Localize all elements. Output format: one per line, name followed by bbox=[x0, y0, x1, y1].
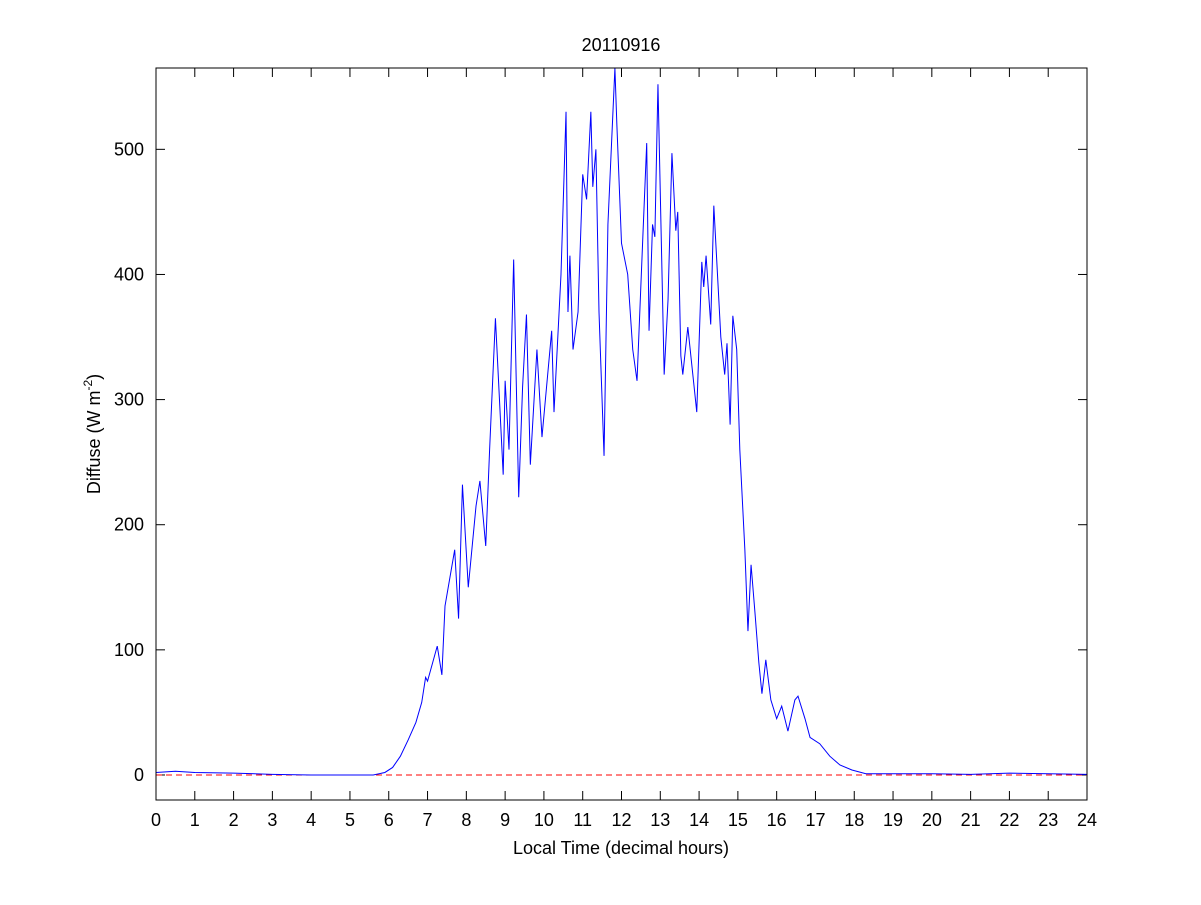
x-tick-label: 8 bbox=[461, 810, 471, 830]
data-line bbox=[155, 67, 1088, 776]
x-tick-label: 5 bbox=[345, 810, 355, 830]
x-tick-label: 20 bbox=[922, 810, 942, 830]
y-tick-label: 400 bbox=[114, 264, 144, 284]
x-axis-label: Local Time (decimal hours) bbox=[513, 838, 729, 858]
y-axis-label-suffix: ) bbox=[84, 374, 104, 380]
y-tick-label: 200 bbox=[114, 515, 144, 535]
x-tick-label: 9 bbox=[500, 810, 510, 830]
y-tick-label: 500 bbox=[114, 139, 144, 159]
x-tick-label: 0 bbox=[151, 810, 161, 830]
y-axis-label: Diffuse (W m-2) bbox=[81, 374, 104, 494]
x-tick-label: 2 bbox=[229, 810, 239, 830]
chart-title: 20110916 bbox=[582, 35, 661, 55]
x-tick-label: 4 bbox=[306, 810, 316, 830]
x-tick-label: 12 bbox=[611, 810, 631, 830]
y-axis-label-sup: -2 bbox=[81, 379, 95, 390]
x-tick-label: 11 bbox=[573, 810, 592, 830]
x-tick-label: 22 bbox=[999, 810, 1019, 830]
x-tick-label: 15 bbox=[728, 810, 748, 830]
x-tick-label: 24 bbox=[1077, 810, 1097, 830]
x-tick-label: 21 bbox=[961, 810, 981, 830]
x-tick-label: 18 bbox=[844, 810, 864, 830]
x-tick-label: 23 bbox=[1038, 810, 1058, 830]
x-tick-label: 10 bbox=[534, 810, 554, 830]
y-tick-label: 0 bbox=[134, 765, 144, 785]
plot-frame bbox=[155, 67, 1088, 801]
y-tick-label: 300 bbox=[114, 390, 144, 410]
x-tick-label: 1 bbox=[190, 810, 200, 830]
x-tick-label: 16 bbox=[767, 810, 787, 830]
y-axis-label-text: Diffuse (W m bbox=[84, 390, 104, 494]
x-tick-label: 6 bbox=[384, 810, 394, 830]
x-tick-label: 14 bbox=[689, 810, 709, 830]
x-tick-label: 19 bbox=[883, 810, 903, 830]
x-tick-label: 7 bbox=[423, 810, 433, 830]
x-tick-label: 13 bbox=[650, 810, 670, 830]
x-tick-label: 17 bbox=[805, 810, 825, 830]
x-tick-label: 3 bbox=[267, 810, 277, 830]
y-tick-label: 100 bbox=[114, 640, 144, 660]
